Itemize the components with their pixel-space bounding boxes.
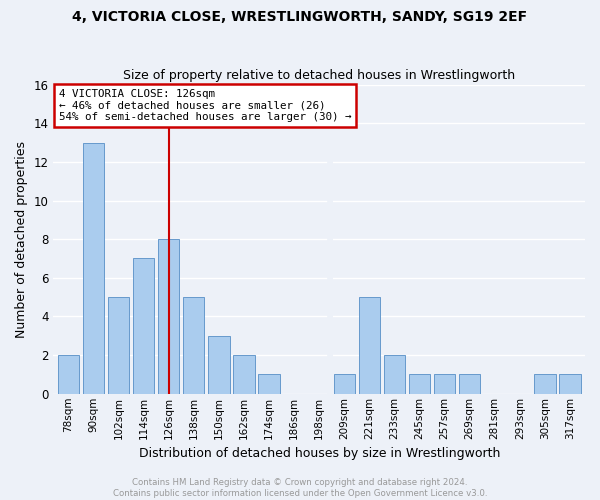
Bar — [359, 297, 380, 394]
X-axis label: Distribution of detached houses by size in Wrestlingworth: Distribution of detached houses by size … — [139, 447, 500, 460]
Title: Size of property relative to detached houses in Wrestlingworth: Size of property relative to detached ho… — [123, 69, 515, 82]
Bar — [208, 336, 230, 394]
Bar — [133, 258, 154, 394]
Bar — [83, 142, 104, 394]
Bar — [58, 355, 79, 394]
Bar — [334, 374, 355, 394]
Bar — [459, 374, 481, 394]
Bar — [434, 374, 455, 394]
Bar — [259, 374, 280, 394]
Bar — [384, 355, 405, 394]
Y-axis label: Number of detached properties: Number of detached properties — [15, 140, 28, 338]
Text: 4, VICTORIA CLOSE, WRESTLINGWORTH, SANDY, SG19 2EF: 4, VICTORIA CLOSE, WRESTLINGWORTH, SANDY… — [73, 10, 527, 24]
Bar — [183, 297, 205, 394]
Bar — [331, 84, 333, 394]
Bar — [108, 297, 129, 394]
Text: 4 VICTORIA CLOSE: 126sqm
← 46% of detached houses are smaller (26)
54% of semi-d: 4 VICTORIA CLOSE: 126sqm ← 46% of detach… — [59, 89, 351, 122]
Bar — [559, 374, 581, 394]
Bar — [158, 239, 179, 394]
Bar — [233, 355, 254, 394]
Text: Contains HM Land Registry data © Crown copyright and database right 2024.
Contai: Contains HM Land Registry data © Crown c… — [113, 478, 487, 498]
Bar — [534, 374, 556, 394]
Bar — [409, 374, 430, 394]
